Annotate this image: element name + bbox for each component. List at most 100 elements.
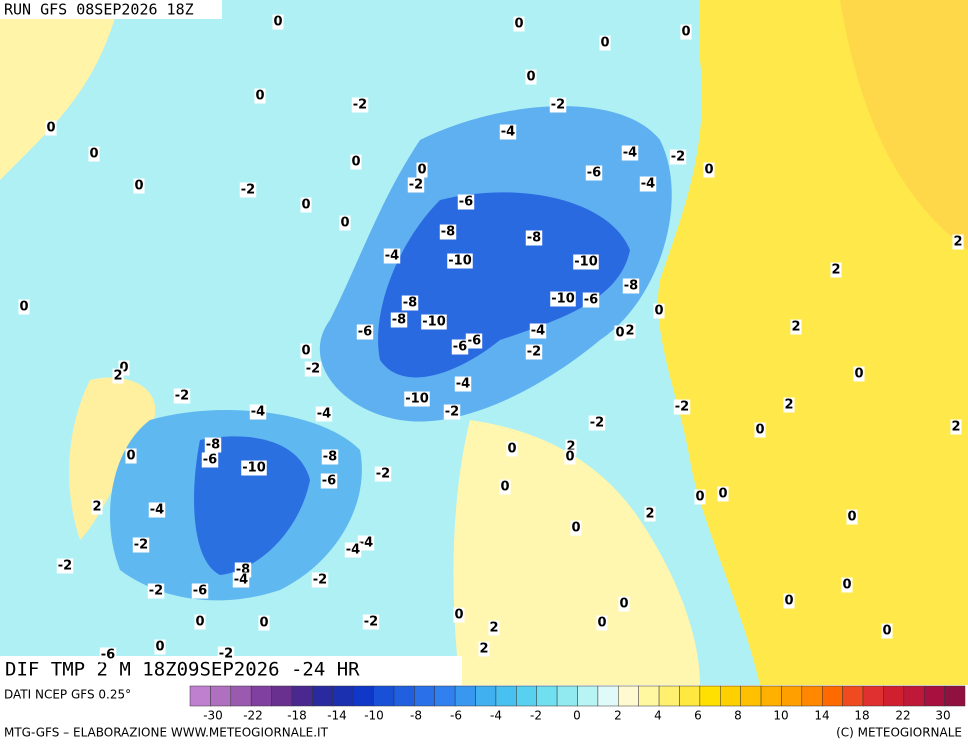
contour-label: 2 bbox=[489, 621, 498, 636]
contour-label: -8 bbox=[441, 225, 455, 240]
colorbar-box bbox=[618, 685, 639, 707]
contour-label: 0 bbox=[89, 147, 98, 162]
label-box bbox=[356, 324, 374, 340]
label-box bbox=[315, 406, 333, 422]
label-box bbox=[147, 583, 165, 599]
colorbar-box bbox=[271, 685, 293, 707]
contour-label: -8 bbox=[392, 313, 406, 328]
colorbar-tick-label: -22 bbox=[243, 709, 263, 723]
label-box bbox=[754, 422, 766, 438]
colorbar-box bbox=[821, 685, 843, 707]
colorbar-tick-label: 30 bbox=[935, 709, 950, 723]
contour-label: -2 bbox=[527, 345, 541, 360]
copyright: (C) METEOGIORNALE bbox=[836, 726, 962, 740]
label-box bbox=[783, 593, 795, 609]
label-box bbox=[624, 323, 636, 339]
header-box bbox=[0, 0, 222, 19]
label-box bbox=[404, 391, 430, 407]
colorbar-tick-label: 22 bbox=[895, 709, 910, 723]
colorbar-box bbox=[903, 685, 925, 707]
run-label: RUN GFS 08SEP2026 18Z bbox=[4, 1, 194, 19]
label-box bbox=[148, 502, 166, 518]
label-box bbox=[622, 278, 640, 294]
label-box bbox=[506, 441, 518, 457]
contour-label: -2 bbox=[409, 178, 423, 193]
label-box bbox=[950, 419, 962, 435]
contour-label: 0 bbox=[351, 155, 360, 170]
label-box bbox=[401, 295, 419, 311]
label-box bbox=[453, 607, 465, 623]
colorbar-box bbox=[638, 685, 660, 707]
label-box bbox=[443, 404, 461, 420]
label-box bbox=[783, 397, 795, 413]
label-box bbox=[573, 254, 599, 270]
label-box bbox=[614, 325, 626, 341]
contour-label: 0 bbox=[847, 510, 856, 525]
label-box bbox=[525, 344, 543, 360]
colorbar-box bbox=[434, 685, 456, 707]
label-box bbox=[447, 253, 473, 269]
label-box bbox=[239, 182, 257, 198]
label-box bbox=[362, 614, 380, 630]
label-box bbox=[321, 449, 339, 465]
contour-label: 0 bbox=[507, 442, 516, 457]
colorbar-box bbox=[210, 685, 232, 707]
label-box bbox=[191, 583, 209, 599]
colorbar-box bbox=[679, 685, 701, 707]
contour-label: 0 bbox=[854, 367, 863, 382]
label-box bbox=[703, 162, 715, 178]
label-box bbox=[201, 452, 219, 468]
colorbar-tick-label: 6 bbox=[694, 709, 702, 723]
label-box bbox=[118, 360, 130, 376]
label-box bbox=[56, 558, 74, 574]
label-box bbox=[830, 262, 842, 278]
label-box bbox=[91, 499, 103, 515]
contour-label: 0 bbox=[597, 616, 606, 631]
colorbar-box bbox=[556, 685, 578, 707]
colorbar-box bbox=[373, 685, 395, 707]
label-box bbox=[173, 388, 191, 404]
contour-label: -4 bbox=[359, 536, 373, 551]
label-box bbox=[407, 177, 425, 193]
contour-label: 0 bbox=[755, 423, 764, 438]
contour-label: -4 bbox=[456, 377, 470, 392]
contour-label: -4 bbox=[317, 407, 331, 422]
label-box bbox=[45, 120, 57, 136]
contour-label: 0 bbox=[195, 615, 204, 630]
contour-label: 0 bbox=[301, 344, 310, 359]
label-box bbox=[125, 448, 137, 464]
label-box bbox=[344, 542, 362, 558]
label-box bbox=[232, 572, 250, 588]
contour-label: -10 bbox=[405, 392, 429, 407]
colorbar-box bbox=[250, 685, 272, 707]
contour-label: -4 bbox=[251, 405, 265, 420]
cold-core bbox=[194, 436, 310, 575]
label-box bbox=[564, 449, 576, 465]
label-box bbox=[374, 466, 392, 482]
contour-label: -6 bbox=[322, 474, 336, 489]
contour-label: 0 bbox=[571, 521, 580, 536]
label-box bbox=[154, 639, 166, 655]
label-box bbox=[258, 615, 270, 631]
label-box bbox=[499, 479, 511, 495]
contour-label: -8 bbox=[403, 296, 417, 311]
contour-label: -4 bbox=[346, 543, 360, 558]
label-box bbox=[570, 520, 582, 536]
contour-label: -10 bbox=[242, 461, 266, 476]
colorbar-tick-label: 4 bbox=[654, 709, 662, 723]
contour-label: -4 bbox=[234, 573, 248, 588]
colorbar-box bbox=[760, 685, 782, 707]
label-box bbox=[618, 596, 630, 612]
yellow-area bbox=[69, 377, 156, 540]
yellow-area bbox=[453, 420, 700, 685]
label-box bbox=[311, 572, 329, 588]
contour-label: 0 bbox=[619, 597, 628, 612]
label-box bbox=[357, 535, 375, 551]
label-box bbox=[881, 623, 893, 639]
contour-label: -8 bbox=[624, 279, 638, 294]
contour-label: 0 bbox=[417, 163, 426, 178]
contour-label: -2 bbox=[376, 467, 390, 482]
contour-label: 0 bbox=[565, 450, 574, 465]
label-box bbox=[350, 154, 362, 170]
